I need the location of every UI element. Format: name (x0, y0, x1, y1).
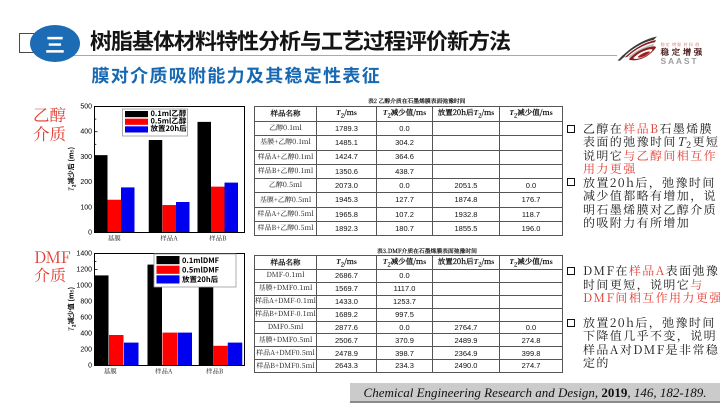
svg-text:SAAST: SAAST (661, 56, 699, 66)
svg-text:0: 0 (88, 363, 92, 370)
svg-text:500: 500 (80, 104, 92, 111)
svg-text:样品B: 样品B (206, 367, 224, 376)
svg-text:0.1mlDMF: 0.1mlDMF (182, 255, 220, 266)
svg-text:600: 600 (80, 315, 92, 322)
svg-text:200: 200 (80, 179, 92, 186)
svg-text:样品A: 样品A (160, 234, 178, 243)
svg-text:100: 100 (80, 204, 92, 211)
svg-text:稳定增强: 稳定增强 (660, 46, 705, 58)
svg-text:1000: 1000 (76, 283, 92, 290)
svg-text:1200: 1200 (76, 267, 92, 274)
svg-text:样品B: 样品B (209, 234, 227, 243)
svg-text:0.5mlDMF: 0.5mlDMF (182, 265, 220, 276)
svg-text:样品A: 样品A (155, 367, 173, 376)
svg-text:放置20h后: 放置20h后 (151, 123, 188, 134)
svg-text:0.5ml乙醇: 0.5ml乙醇 (151, 116, 187, 127)
svg-text:T2减少值 (ms): T2减少值 (ms) (67, 287, 78, 332)
svg-text:200: 200 (80, 347, 92, 354)
svg-text:放置20h后: 放置20h后 (182, 274, 219, 285)
svg-text:400: 400 (80, 129, 92, 136)
svg-text:基膜: 基膜 (104, 367, 118, 376)
svg-text:300: 300 (80, 154, 92, 161)
svg-text:T2减少后 (ms): T2减少后 (ms) (67, 147, 78, 192)
svg-text:稳定 增强 时间 值: 稳定 增强 时间 值 (661, 42, 701, 48)
svg-text:0: 0 (88, 230, 92, 237)
svg-text:1400: 1400 (76, 251, 92, 258)
svg-text:800: 800 (80, 299, 92, 306)
svg-text:基膜: 基膜 (108, 234, 122, 243)
svg-text:0.1ml乙醇: 0.1ml乙醇 (151, 108, 187, 119)
svg-text:400: 400 (80, 331, 92, 338)
